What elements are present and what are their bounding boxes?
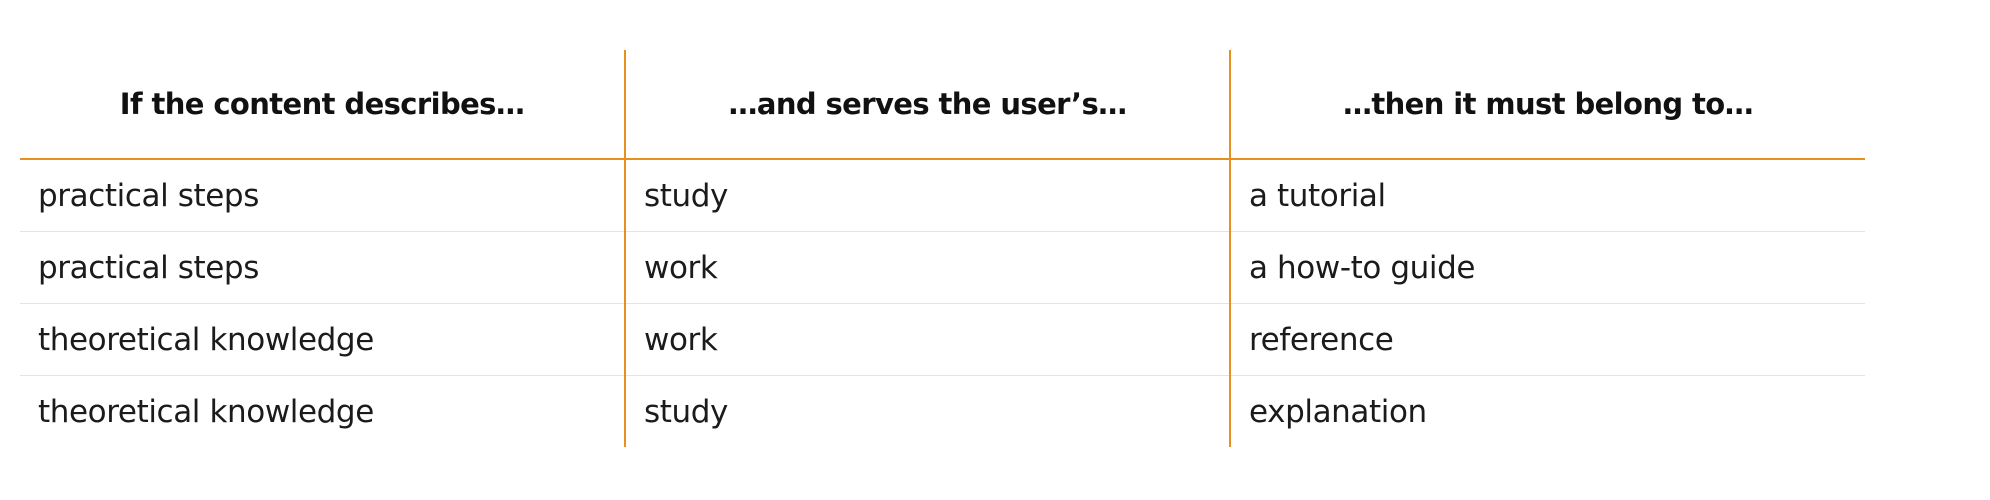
header-serves-user: …and serves the user’s… — [624, 50, 1230, 160]
cell-belongs: a tutorial — [1229, 159, 1865, 232]
cell-belongs: a how-to guide — [1229, 231, 1865, 304]
cell-serves: work — [624, 231, 1230, 304]
cell-serves: study — [624, 159, 1230, 232]
cell-content: theoretical knowledge — [20, 303, 625, 376]
cell-content: theoretical knowledge — [38, 393, 374, 430]
table-row: practical steps study a tutorial — [20, 159, 1865, 232]
cell-serves: study — [624, 375, 1230, 447]
cell-content: practical steps — [20, 231, 625, 304]
header-content-describes: If the content describes… — [20, 50, 625, 160]
cell-belongs: reference — [1229, 303, 1865, 376]
cell-serves: work — [624, 303, 1230, 376]
header-belongs-to: …then it must belong to… — [1229, 50, 1865, 160]
cell-content: practical steps — [20, 159, 625, 232]
documentation-type-table-container: If the content describes… …and serves th… — [20, 50, 1865, 447]
table-row: theoretical knowledge study explanation — [20, 375, 1865, 447]
cell-belongs: explanation — [1229, 375, 1865, 447]
table-header: If the content describes… …and serves th… — [20, 50, 1865, 160]
table-body: practical steps study a tutorial practic… — [20, 159, 1865, 447]
header-row: If the content describes… …and serves th… — [20, 50, 1865, 160]
table-row: theoretical knowledge work reference — [20, 303, 1865, 376]
table-row: practical steps work a how-to guide — [20, 231, 1865, 304]
documentation-type-table: If the content describes… …and serves th… — [20, 50, 1865, 447]
